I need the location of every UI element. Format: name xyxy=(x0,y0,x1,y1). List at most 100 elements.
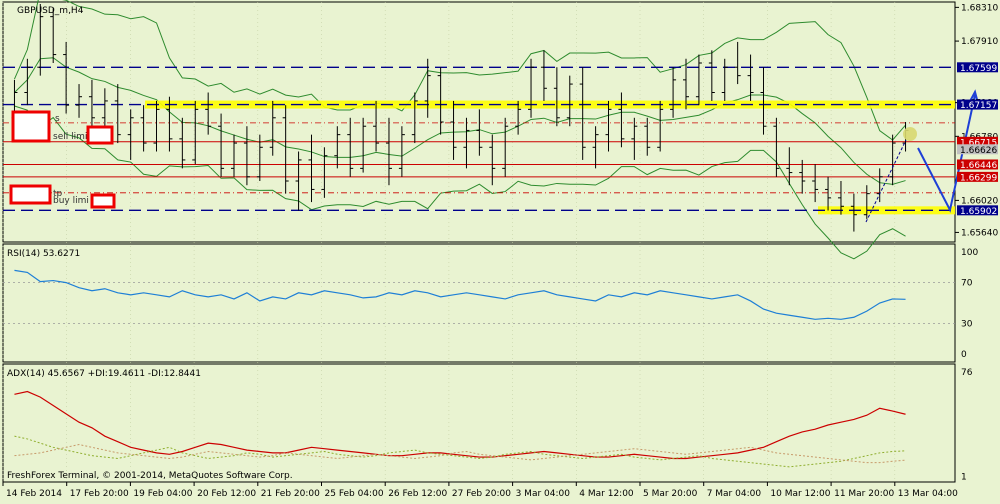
price-bar xyxy=(657,100,664,152)
rsi-panel-frame xyxy=(2,243,956,363)
price-tick-label: 1.67910 xyxy=(961,37,998,47)
price-bar xyxy=(515,100,522,135)
price-bar xyxy=(282,105,289,194)
price-bar xyxy=(876,168,883,203)
price-level-tag xyxy=(957,205,998,216)
price-level-tag-text: 1.65902 xyxy=(960,207,997,217)
adx-layer xyxy=(14,390,906,468)
price-bar xyxy=(631,117,638,160)
time-tick-label: 25 Feb 04:00 xyxy=(325,489,384,499)
price-bar xyxy=(773,117,780,177)
price-bar xyxy=(566,75,573,127)
adx-plus-di-line xyxy=(14,435,906,468)
time-tick-label: 27 Feb 20:00 xyxy=(452,489,511,499)
adx-tick-label: 76 xyxy=(961,368,973,378)
price-bar xyxy=(579,67,586,160)
time-tick-label: 14 Feb 2014 xyxy=(6,489,62,499)
order-box-buy-2[interactable] xyxy=(90,193,116,209)
forecast-arrow[interactable] xyxy=(917,94,976,213)
price-bar xyxy=(747,54,754,101)
time-tick-label: 21 Feb 20:00 xyxy=(261,489,320,499)
time-tick-label: 20 Feb 12:00 xyxy=(197,489,256,499)
price-bar xyxy=(308,134,315,203)
price-bar xyxy=(683,58,689,110)
price-bar xyxy=(218,113,225,177)
price-bar xyxy=(88,79,95,127)
price-layer xyxy=(2,0,980,482)
price-bar xyxy=(334,126,341,169)
price-bar xyxy=(411,92,418,144)
rsi-title: RSI(14) 53.6271 xyxy=(7,249,80,259)
price-bar xyxy=(437,67,444,135)
price-bar xyxy=(695,54,702,106)
tp-label: tp xyxy=(53,189,63,199)
rsi-tick-label: 100 xyxy=(961,248,978,258)
price-bar xyxy=(140,105,147,152)
price-level-tag xyxy=(957,99,998,110)
price-level-tag xyxy=(957,136,998,147)
order-box-sell-2[interactable] xyxy=(86,125,114,145)
price-level-tag-text: 1.66715 xyxy=(960,138,997,148)
order-box-buy-1[interactable] xyxy=(9,184,52,205)
price-bar xyxy=(618,92,625,148)
price-bar xyxy=(76,84,83,118)
price-bar xyxy=(243,126,250,186)
order-box-sell-1[interactable] xyxy=(11,110,51,143)
price-bar xyxy=(812,164,819,203)
time-tick-label: 11 Mar 20:00 xyxy=(834,489,894,499)
price-tick-label: 1.65640 xyxy=(961,228,998,238)
price-bar xyxy=(37,4,44,76)
price-bar xyxy=(502,117,509,177)
adx-panel-frame xyxy=(2,363,956,483)
time-tick-label: 10 Mar 12:00 xyxy=(770,489,830,499)
rsi-line xyxy=(14,269,906,320)
price-bar xyxy=(721,58,728,101)
rsi-tick-label: 70 xyxy=(961,279,973,289)
price-bar xyxy=(295,151,302,211)
rsi-tick-label: 0 xyxy=(961,350,967,360)
price-level-tag xyxy=(957,144,998,155)
price-bar xyxy=(373,100,380,152)
trend-line[interactable] xyxy=(865,139,907,223)
price-level-tag-text: 1.67157 xyxy=(960,101,997,111)
time-tick-label: 3 Mar 04:00 xyxy=(516,489,571,499)
bollinger-upper-band xyxy=(13,0,906,141)
price-bar xyxy=(605,100,612,152)
price-level-tag xyxy=(957,62,998,73)
adx-title: ADX(14) 45.6567 +DI:19.4611 -DI:12.8441 xyxy=(7,369,201,379)
copyright-footer: FreshForex Terminal, © 2001-2014, MetaQu… xyxy=(7,471,293,481)
price-bar xyxy=(192,100,199,165)
price-bar xyxy=(592,126,599,169)
price-bar xyxy=(450,100,457,160)
price-bar xyxy=(385,117,392,186)
price-tick-label: 1.66020 xyxy=(961,196,998,206)
price-bar xyxy=(734,41,741,85)
price-bar xyxy=(63,41,70,114)
price-level-tag-text: 1.66446 xyxy=(960,161,997,171)
price-bar xyxy=(850,193,857,232)
price-bar xyxy=(837,181,844,215)
time-tick-label: 5 Mar 20:00 xyxy=(643,489,698,499)
price-bar xyxy=(424,58,431,118)
adx-minus-di-line xyxy=(14,444,906,464)
price-bar xyxy=(476,109,483,156)
axis-layer: 1.683101.679101.671801.667801.660201.656… xyxy=(2,3,998,499)
price-bar xyxy=(179,117,186,169)
symbol-title: GBPUSD_m,H4 xyxy=(17,6,84,16)
price-bar xyxy=(347,117,354,177)
price-bar xyxy=(269,100,276,156)
sell-limit-label: sell limi xyxy=(53,132,87,142)
price-bar xyxy=(489,134,496,186)
price-bar xyxy=(127,109,134,160)
time-tick-label: 4 Mar 12:00 xyxy=(579,489,634,499)
price-bar xyxy=(153,100,160,152)
price-bar xyxy=(825,176,832,211)
price-bar xyxy=(360,117,367,173)
adx-tick-label: 1 xyxy=(961,473,967,483)
price-bar xyxy=(760,67,767,135)
price-bar xyxy=(256,134,263,181)
current-price-marker xyxy=(903,127,917,141)
price-bar xyxy=(398,126,405,177)
